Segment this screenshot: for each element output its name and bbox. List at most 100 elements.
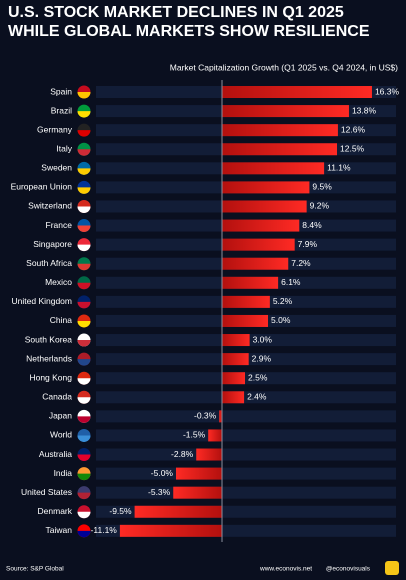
value-label: 12.5% — [340, 143, 365, 153]
bar — [119, 524, 222, 537]
value-label: 5.0% — [271, 315, 291, 325]
value-label: -5.3% — [148, 487, 171, 497]
flag — [77, 263, 91, 271]
flag — [77, 416, 91, 423]
category-label: India — [54, 468, 73, 478]
value-label: -2.8% — [171, 449, 194, 459]
category-label: Japan — [49, 411, 72, 421]
row-stripe — [96, 429, 396, 442]
value-label: -11.1% — [91, 525, 118, 535]
bar — [222, 276, 279, 289]
category-label: Denmark — [38, 506, 73, 516]
category-label: South Korea — [25, 334, 73, 344]
flag — [77, 340, 91, 347]
category-label: European Union — [11, 182, 73, 192]
value-label: -0.3% — [194, 411, 217, 421]
value-label: -9.5% — [109, 506, 132, 516]
flag — [77, 530, 91, 538]
logo — [385, 561, 399, 575]
website: www.econovis.net — [259, 566, 312, 573]
category-label: Canada — [42, 392, 72, 402]
flag — [77, 206, 91, 213]
category-label: Hong Kong — [29, 372, 72, 382]
plot: Spain 16.3% Brazil 13.8% Germany 12.6% Italy 12… — [11, 85, 400, 538]
flag — [77, 168, 91, 175]
value-label: 8.4% — [302, 220, 322, 230]
bar — [222, 105, 349, 118]
handle: @econovisuals — [326, 566, 371, 573]
flag — [77, 492, 91, 500]
bar — [222, 124, 338, 137]
category-label: Germany — [37, 124, 73, 134]
flag — [77, 320, 91, 328]
category-label: China — [50, 315, 72, 325]
value-label: 3.0% — [253, 334, 273, 344]
bar — [222, 162, 325, 175]
chart-title: U.S. STOCK MARKET DECLINES IN Q1 2025 — [8, 4, 344, 21]
source: Source: S&P Global — [6, 566, 64, 573]
flag — [77, 454, 91, 462]
category-label: Spain — [50, 86, 72, 96]
bar — [173, 486, 222, 499]
bar — [222, 257, 289, 270]
bar — [222, 353, 249, 366]
value-label: 16.3% — [375, 86, 400, 96]
category-label: South Africa — [26, 258, 72, 268]
flag — [77, 130, 91, 137]
row-stripe — [96, 410, 396, 423]
category-label: Mexico — [45, 277, 72, 287]
value-label: 11.1% — [327, 163, 351, 173]
row-stripe — [96, 448, 396, 461]
value-label: 2.9% — [252, 353, 272, 363]
value-label: 9.2% — [310, 201, 330, 211]
category-label: Sweden — [41, 163, 72, 173]
category-label: Switzerland — [28, 201, 72, 211]
category-label: France — [46, 220, 73, 230]
category-label: Singapore — [33, 239, 72, 249]
bar — [208, 429, 222, 442]
flag — [77, 282, 91, 290]
value-label: -1.5% — [183, 430, 206, 440]
flag — [77, 92, 91, 99]
bar — [219, 410, 222, 423]
value-label: 13.8% — [352, 105, 377, 115]
bar — [222, 391, 245, 404]
category-label: Brazil — [51, 105, 72, 115]
flag — [77, 473, 91, 481]
row-stripe — [96, 486, 396, 499]
value-label: 12.6% — [341, 124, 366, 134]
subtitle: Market Capitalization Growth (Q1 2025 vs… — [170, 62, 398, 72]
value-label: -5.0% — [151, 468, 174, 478]
flag — [77, 149, 91, 156]
bar — [222, 372, 245, 385]
category-label: Italy — [56, 143, 72, 153]
bar — [222, 334, 250, 347]
value-label: 2.4% — [247, 392, 267, 402]
bar — [222, 181, 310, 194]
value-label: 9.5% — [312, 182, 332, 192]
category-label: Netherlands — [26, 353, 72, 363]
bar — [222, 295, 270, 308]
value-label: 7.2% — [291, 258, 311, 268]
flag — [77, 244, 91, 252]
bar — [176, 467, 222, 480]
flag — [77, 435, 91, 442]
category-label: United Kingdom — [12, 296, 72, 306]
bar — [222, 219, 300, 232]
category-label: World — [50, 430, 72, 440]
category-label: United States — [21, 487, 72, 497]
bar — [196, 448, 222, 461]
row-stripe — [96, 372, 396, 385]
bar — [222, 238, 295, 251]
chart-title: WHILE GLOBAL MARKETS SHOW RESILIENCE — [8, 23, 370, 40]
category-label: Australia — [39, 449, 72, 459]
bar — [222, 314, 268, 327]
category-label: Taiwan — [46, 525, 73, 535]
bar — [222, 200, 307, 213]
flag — [77, 378, 91, 385]
flag — [77, 359, 91, 366]
flag — [77, 187, 91, 194]
bar — [222, 86, 372, 98]
value-label: 2.5% — [248, 372, 268, 382]
